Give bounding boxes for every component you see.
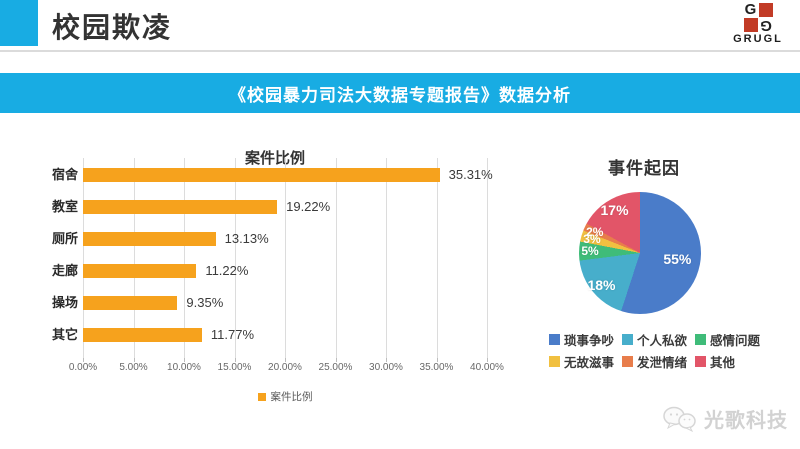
pie-chart-title: 事件起因	[608, 159, 680, 178]
header-divider	[0, 50, 800, 52]
pie-slice-label: 3%	[583, 232, 601, 247]
logo-text: GRUGL	[733, 33, 783, 45]
gridline	[335, 158, 337, 358]
watermark: 光歌科技	[662, 404, 788, 433]
bar	[83, 328, 202, 342]
legend-swatch	[622, 334, 634, 345]
bar-chart-x-axis: 0.00% 5.00% 10.00% 15.00% 20.00% 25.00% 30.00%…	[69, 358, 504, 376]
legend-label: 发泄情绪	[637, 356, 688, 370]
bar-value-label: 19.22%	[286, 199, 331, 214]
banner-title: 《校园暴力司法大数据专题报告》数据分析	[0, 73, 800, 113]
bar-category-label: 操场	[51, 295, 78, 310]
axis-tick-mark	[436, 358, 438, 362]
corner-accent-block	[0, 0, 38, 46]
pie-slice-label: 5%	[581, 244, 599, 259]
bar-category-label: 宿舍	[51, 167, 78, 182]
bar-value-label: 11.22%	[205, 263, 249, 278]
logo-letter-g: G	[744, 1, 757, 18]
pie-slice-label: 18%	[587, 276, 616, 293]
legend-swatch	[549, 334, 560, 345]
legend-swatch	[622, 356, 634, 367]
axis-tick-mark	[184, 358, 185, 362]
bar-value-label: 11.77%	[210, 327, 255, 342]
gridline	[184, 158, 185, 358]
pie-chart: 55% 18% 5% 3% 2% 17%	[579, 192, 701, 314]
gridline	[436, 158, 438, 358]
legend-label: 其他	[710, 356, 736, 370]
axis-tick-label: 5.00%	[119, 362, 148, 373]
axis-tick-mark	[487, 358, 488, 362]
axis-tick-label: 15.00%	[217, 362, 252, 373]
legend-swatch	[695, 356, 707, 367]
axis-tick-mark	[234, 358, 236, 362]
logo-letter-g-flipped: G	[759, 17, 772, 34]
pie-legend-item: 发泄情绪	[622, 352, 687, 371]
pie-slice-label: 2%	[586, 224, 604, 239]
bar	[83, 232, 216, 246]
watermark-text: 光歌科技	[704, 410, 788, 432]
legend-swatch	[695, 334, 707, 345]
logo-red-square	[758, 3, 773, 17]
axis-tick-label: 20.00%	[268, 362, 302, 373]
axis-tick-mark	[386, 358, 387, 362]
bar-value-label: 35.31%	[448, 167, 493, 182]
legend-label: 感情问题	[710, 334, 761, 348]
axis-tick-label: 25.00%	[318, 362, 353, 373]
pie-slice-label: 17%	[600, 201, 629, 218]
bar-category-label: 教室	[51, 199, 78, 214]
gridline	[83, 158, 84, 358]
axis-tick-label: 0.00%	[68, 362, 98, 373]
pie-legend-item: 个人私欲	[622, 330, 687, 349]
grugl-logo: G G GRUGL	[726, 1, 790, 45]
bar	[83, 264, 197, 278]
legend-label: 琐事争吵	[564, 334, 615, 348]
slide-title: 校园欺凌	[52, 12, 173, 43]
axis-tick-mark	[83, 358, 84, 362]
bar-chart-title: 案件比例	[244, 150, 305, 167]
bar-category-label: 走廊	[51, 263, 78, 278]
axis-tick-label: 35.00%	[419, 362, 454, 373]
bar	[83, 168, 440, 182]
logo-red-square	[743, 18, 758, 32]
axis-tick-mark	[335, 358, 337, 362]
axis-tick-label: 30.00%	[369, 362, 403, 373]
gridline	[133, 158, 135, 358]
axis-tick-mark	[133, 358, 135, 362]
axis-tick-label: 40.00%	[470, 362, 504, 373]
bar-value-label: 13.13%	[224, 231, 269, 246]
pie-chart-legend: 琐事争吵 个人私欲 感情问题无故滋事 发泄情绪 其他	[549, 330, 794, 371]
pie-legend-item: 其他	[695, 352, 735, 371]
pie-slice-label: 55%	[663, 250, 692, 267]
bar	[83, 296, 178, 310]
grugl-logo-icon: G G	[726, 1, 790, 34]
pie-legend-item: 感情问题	[695, 330, 760, 349]
bar-category-label: 厕所	[51, 231, 78, 246]
axis-tick-label: 10.00%	[167, 362, 201, 373]
bar-chart-legend: 案件比例	[83, 389, 487, 404]
gridline	[487, 158, 488, 358]
bar-chart-plot-area: 35.31% 19.22% 13.13% 11.22% 9.35% 11.77%	[83, 158, 493, 358]
bar-chart-category-axis: 宿舍教室厕所走廊操场其它	[14, 158, 78, 358]
bar-value-label: 9.35%	[186, 295, 224, 310]
bar-category-label: 其它	[51, 327, 78, 342]
legend-swatch	[257, 392, 266, 401]
pie-legend-item: 无故滋事	[549, 352, 614, 371]
legend-swatch	[549, 356, 560, 367]
wechat-bubbles-icon	[663, 406, 696, 432]
legend-label: 个人私欲	[637, 334, 688, 348]
bar	[83, 200, 278, 214]
pie-legend-item: 琐事争吵	[549, 330, 614, 349]
gridline	[285, 158, 286, 358]
legend-label: 无故滋事	[564, 356, 615, 370]
legend-label: 案件比例	[270, 391, 313, 403]
gridline	[386, 158, 387, 358]
axis-tick-mark	[285, 358, 286, 362]
gridline	[234, 158, 236, 358]
